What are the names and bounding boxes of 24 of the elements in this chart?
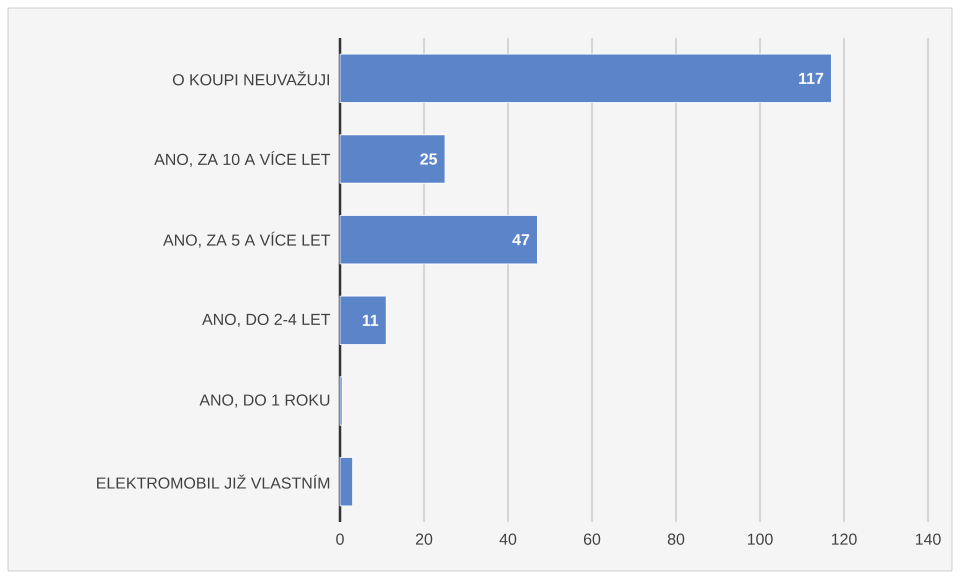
y-tick-label: ANO, ZA 5 A VÍCE LET xyxy=(163,232,330,248)
bar xyxy=(340,376,342,426)
y-tick-label: ELEKTROMOBIL JIŽ VLASTNÍM xyxy=(97,474,330,489)
data-label: 11 xyxy=(362,314,378,326)
x-tick-label: 40 xyxy=(500,534,516,545)
y-tick-label: ANO, ZA 10 A VÍCE LET xyxy=(154,151,330,167)
x-tick-label: 140 xyxy=(916,534,941,545)
y-tick-label: ANO, DO 1 ROKU xyxy=(199,394,330,408)
x-tick-label: 120 xyxy=(832,534,857,545)
x-tick-label: 0 xyxy=(336,534,344,545)
x-tick-label: 60 xyxy=(584,534,600,545)
bar xyxy=(340,134,446,184)
y-tick-label: ANO, DO 2-4 LET xyxy=(202,314,330,327)
data-label: 25 xyxy=(420,153,438,165)
bar xyxy=(340,296,387,345)
y-tick-label: O KOUPI NEUVAŽUJI xyxy=(172,71,330,86)
bar xyxy=(340,457,353,506)
x-tick-label: 100 xyxy=(748,534,773,545)
x-tick-label: 80 xyxy=(668,534,684,545)
bar xyxy=(340,215,538,264)
bar xyxy=(340,54,832,103)
data-label: 47 xyxy=(512,234,530,246)
x-tick-label: 20 xyxy=(416,534,432,545)
data-label: 117 xyxy=(799,72,824,84)
